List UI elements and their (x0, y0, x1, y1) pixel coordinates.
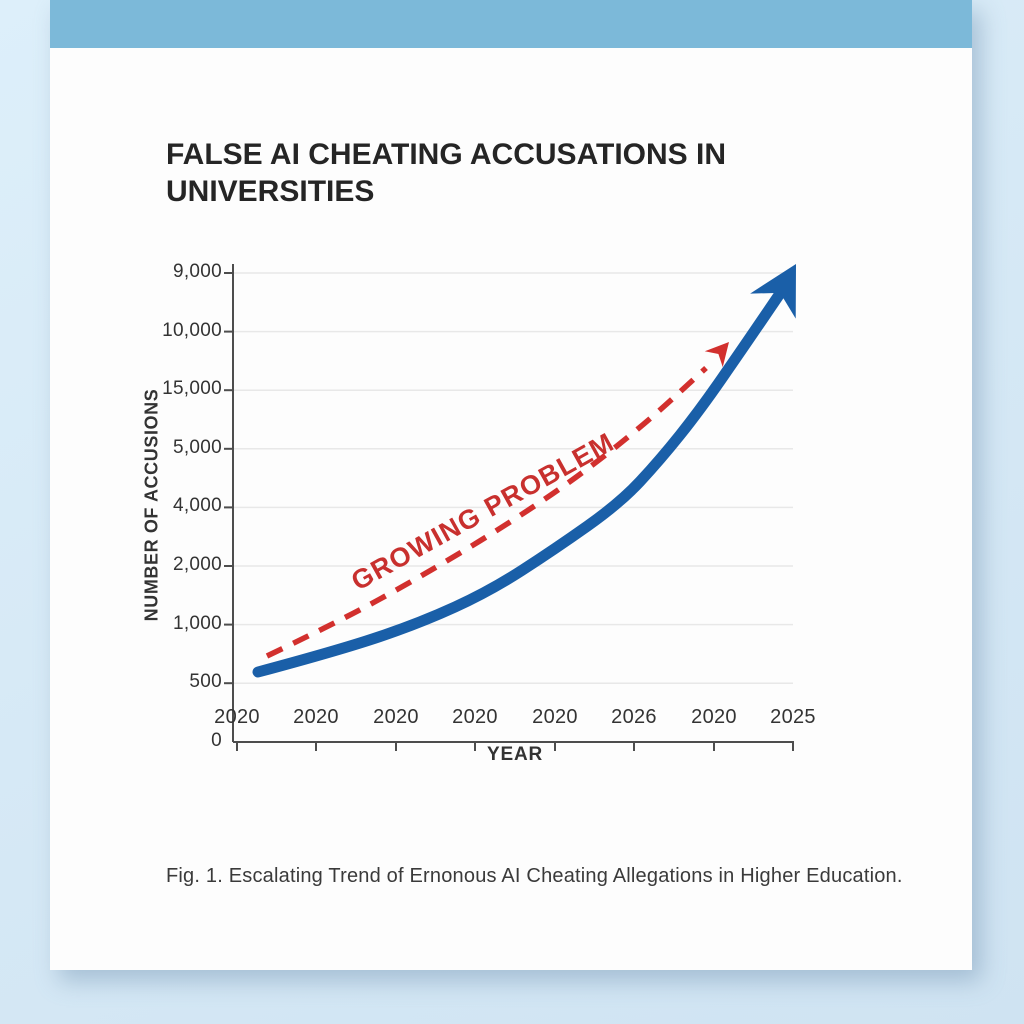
trend-line (252, 289, 785, 678)
y-axis-ticks (224, 272, 233, 685)
trend-arrowhead (750, 264, 796, 319)
x-tick-label: 2020 (214, 706, 260, 728)
figure-caption: Fig. 1. Escalating Trend of Ernonous AI … (166, 865, 903, 887)
x-axis-ticks (236, 742, 794, 751)
chart-canvas (224, 264, 796, 751)
x-tick-label: 2020 (532, 706, 578, 728)
y-tick-label: 1,000 (172, 613, 222, 634)
axes (232, 264, 794, 743)
y-tick-label: 2,000 (172, 554, 222, 575)
y-tick-label: 5,000 (172, 437, 222, 458)
x-tick-label: 2020 (293, 706, 339, 728)
decorative-top-band (50, 0, 972, 48)
x-tick-label: 2020 (373, 706, 419, 728)
x-axis-title: YEAR (487, 744, 543, 765)
y-tick-label: 15,000 (162, 378, 222, 399)
x-tick-label: 2025 (770, 706, 816, 728)
y-tick-label: 4,000 (172, 495, 222, 516)
annotation-arrowhead (704, 342, 729, 368)
y-tick-label: 0 (211, 730, 222, 751)
y-tick-label: 10,000 (162, 320, 222, 341)
x-tick-label: 2020 (691, 706, 737, 728)
y-tick-label: 9,000 (172, 261, 222, 282)
chart-title-line2: UNIVERSITIES (166, 175, 375, 209)
y-axis-title: NUMBER OF ACCUSIONS (141, 388, 162, 622)
x-tick-label: 2020 (452, 706, 498, 728)
chart-title: FALSE AI CHEATING ACCUSATIONS IN UNIVERS… (166, 136, 806, 210)
chart-card: FALSE AI CHEATING ACCUSATIONS IN UNIVERS… (50, 0, 972, 970)
annotation-dashed-arrow-line (265, 365, 708, 659)
y-tick-label: 500 (189, 671, 222, 692)
x-tick-label: 2026 (611, 706, 657, 728)
gridlines (233, 272, 793, 684)
chart-title-line1: FALSE AI CHEATING ACCUSATIONS IN (166, 138, 727, 172)
